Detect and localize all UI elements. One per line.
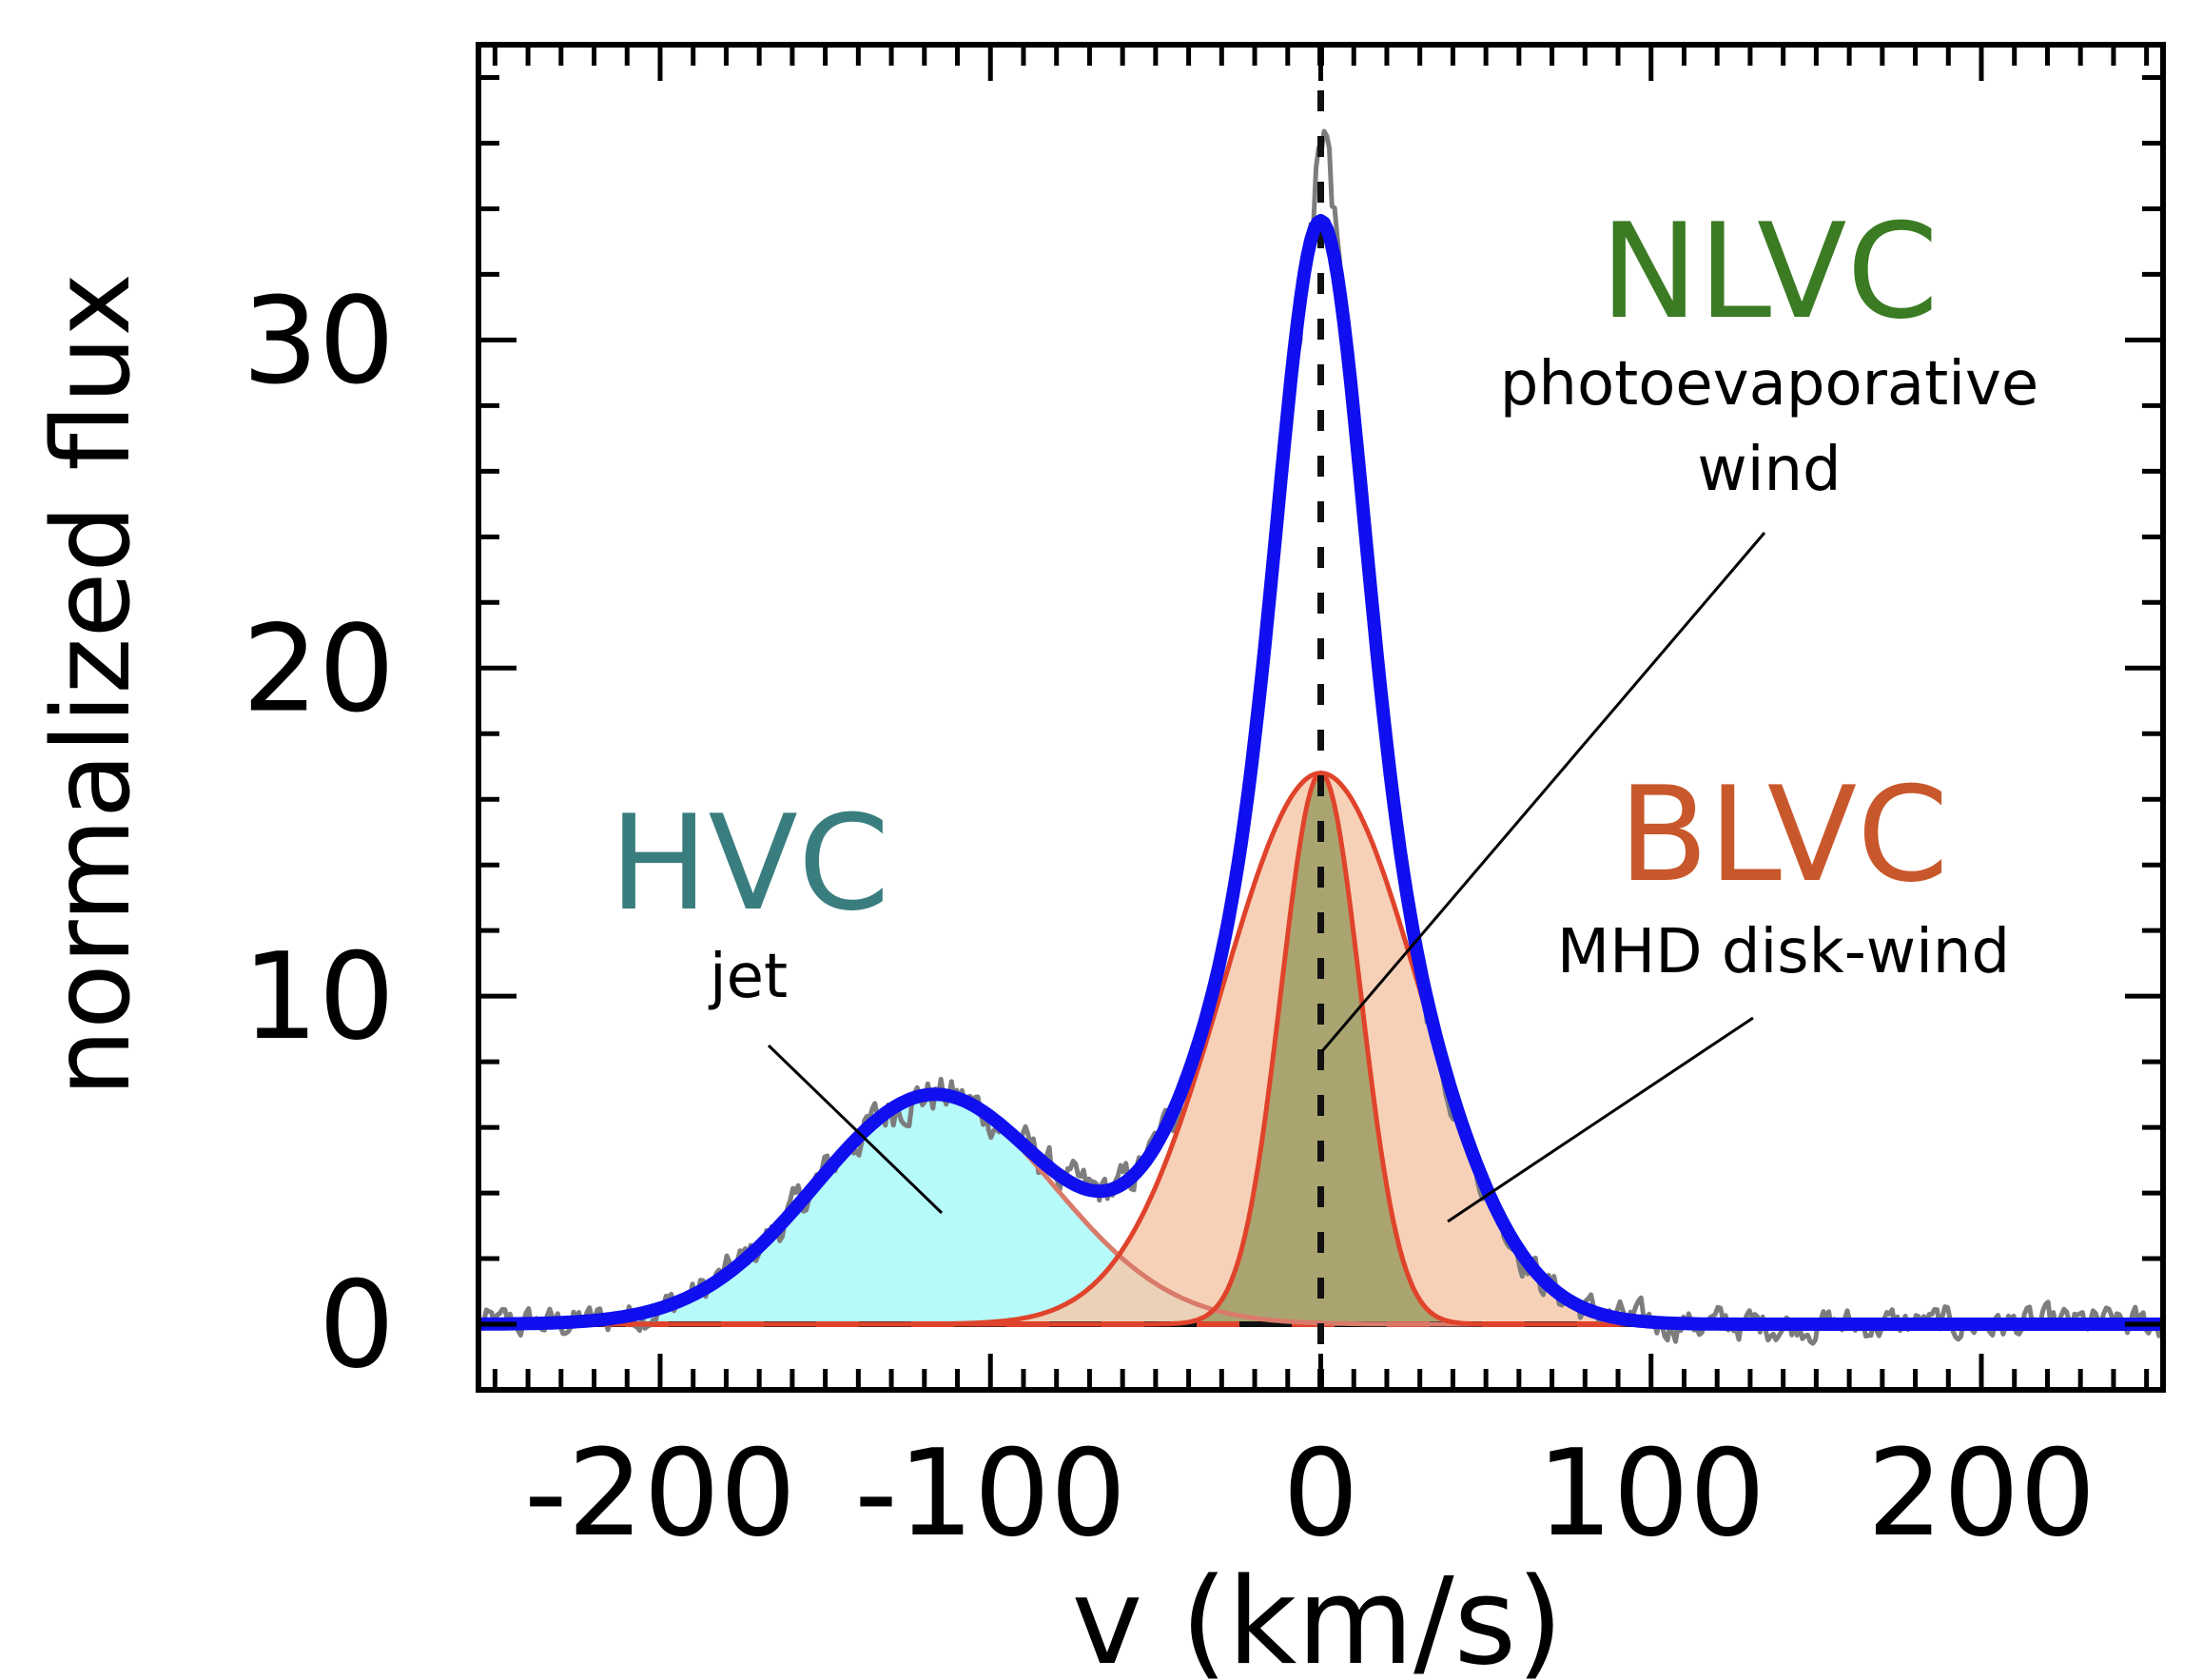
y-tick-label: 10 — [243, 927, 395, 1066]
nlvc-note-line-1: photoevaporative — [1500, 349, 2039, 420]
x-axis-label: v (km/s) — [1072, 1552, 1564, 1680]
component-annotations: HVC jet NLVC photoevaporative wind BLVC … — [610, 195, 2039, 1223]
total-fit-line — [478, 214, 2163, 1331]
hvc-note: jet — [708, 942, 788, 1012]
x-tick-label: 0 — [1282, 1423, 1358, 1563]
x-tick-label: -100 — [854, 1423, 1126, 1563]
blvc-note: MHD disk-wind — [1557, 917, 2010, 987]
nlvc-label: NLVC — [1600, 195, 1939, 348]
y-tick-label: 30 — [243, 270, 395, 410]
y-tick-label: 20 — [243, 598, 395, 738]
y-tick-label: 0 — [319, 1255, 395, 1395]
x-tick-label: -200 — [524, 1423, 796, 1563]
nlvc-note-line-2: wind — [1697, 435, 1841, 505]
x-tick-label: 100 — [1537, 1423, 1766, 1563]
plot-frame — [476, 42, 2166, 1393]
hvc-component-fill — [478, 1094, 2163, 1324]
axis-ticks — [478, 45, 2163, 1390]
axis-tick-labels: -200 -100 0 100 200 0 10 20 30 — [243, 270, 2096, 1563]
nlvc-component-fill — [478, 772, 2163, 1324]
y-axis-label: normalized flux — [30, 273, 154, 1097]
blvc-pointer-line — [1447, 1016, 1754, 1223]
hvc-label: HVC — [610, 787, 890, 940]
plot-area — [478, 45, 2163, 1390]
x-tick-label: 200 — [1867, 1423, 2096, 1563]
blvc-label: BLVC — [1618, 758, 1948, 911]
nlvc-pointer-line — [1320, 532, 1766, 1052]
hvc-pointer-line — [767, 1044, 944, 1215]
